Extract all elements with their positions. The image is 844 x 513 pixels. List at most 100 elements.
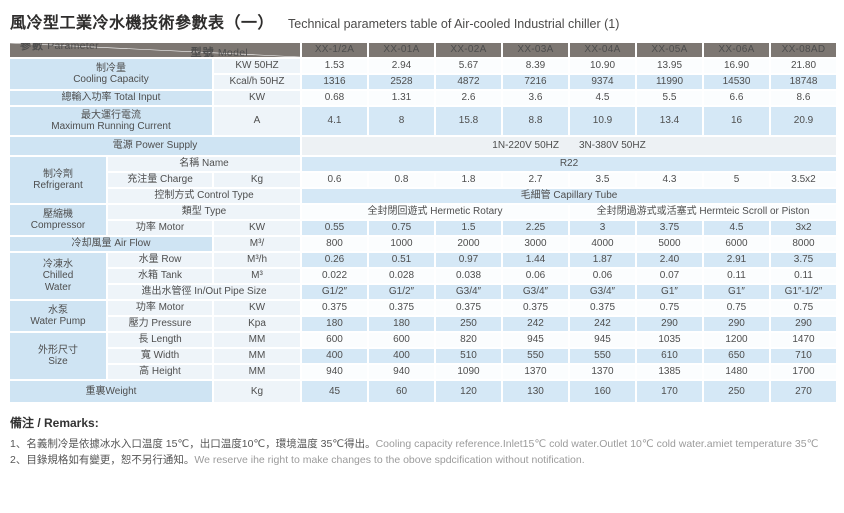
value-cell: 0.375 [501, 299, 570, 317]
value-cell: 550 [501, 347, 570, 365]
value-cell: 13.4 [635, 105, 704, 137]
unit-cell: KW [212, 299, 302, 317]
value-cell: 3.75 [769, 251, 838, 269]
value-cell: 2.94 [367, 57, 436, 75]
value-cell: 2000 [434, 235, 503, 253]
value-cell: 3.6 [501, 89, 570, 107]
value-cell: 7216 [501, 73, 570, 91]
value-cell: 1000 [367, 235, 436, 253]
sub-label-cell: 寬 Width [106, 347, 214, 365]
value-cell: 250 [434, 315, 503, 333]
value-cell: 400 [300, 347, 369, 365]
value-cell: 1.87 [568, 251, 637, 269]
value-cell: 10.90 [568, 57, 637, 75]
sub-label-cell: 名稱 Name [106, 155, 302, 173]
value-cell: 4.1 [300, 105, 369, 137]
value-cell: 全封閉回遊式 Hermetic Rotary [300, 203, 570, 221]
value-cell: 6000 [702, 235, 771, 253]
table-row: 最大運行電流 Maximum Running Current A 4.1 8 15.8 8… [8, 105, 838, 137]
unit-cell: M³/ [212, 235, 302, 253]
value-cell: 0.022 [300, 267, 369, 285]
value-cell: 1370 [501, 363, 570, 381]
remark-item-2: 2、目錄規格如有變更，恕不另行通知。We reserve ihe right t… [10, 452, 834, 468]
table-row: 電源 Power Supply 1N-220V 50HZ 3N-380V 50HZ [8, 135, 838, 157]
value-cell: 0.028 [367, 267, 436, 285]
param-label-cell: 冷却風量 Air Flow [8, 235, 214, 253]
value-cell: 0.75 [702, 299, 771, 317]
value-cell: 9374 [568, 73, 637, 91]
param-label-cell: 冷凍水 Chilled Water [8, 251, 108, 301]
value-cell: 250 [702, 379, 771, 404]
model-header-cell: XX-08AD [769, 41, 838, 59]
value-cell: 130 [501, 379, 570, 404]
param-label-cell: 壓縮機 Compressor [8, 203, 108, 237]
value-cell: 160 [568, 379, 637, 404]
value-cell: 1480 [702, 363, 771, 381]
value-cell: 242 [501, 315, 570, 333]
value-cell: 550 [568, 347, 637, 365]
value-cell: 180 [300, 315, 369, 333]
value-cell: 0.375 [367, 299, 436, 317]
value-cell: 1.44 [501, 251, 570, 269]
value-cell: G1″ [635, 283, 704, 301]
model-header-cell: XX-03A [501, 41, 570, 59]
unit-cell: A [212, 105, 302, 137]
value-cell: 820 [434, 331, 503, 349]
table-row: 壓力 Pressure Kpa 180 180 250 242 242 290 290 290 [9, 315, 838, 333]
value-cell: 0.11 [769, 267, 838, 285]
value-cell: 1316 [300, 73, 369, 91]
table-row: 制冷劑 Refrigerant 名稱 Name R22 [8, 155, 838, 205]
value-cell: 0.6 [300, 171, 369, 189]
value-cell: 1385 [635, 363, 704, 381]
param-label-cell: 水泵 Water Pump [8, 299, 108, 333]
value-cell: 4872 [434, 73, 503, 91]
value-cell: 1.31 [367, 89, 436, 107]
sub-label-cell: 充注量 Charge [106, 171, 214, 189]
value-cell: 1.5 [434, 219, 503, 237]
value-cell: 170 [635, 379, 704, 404]
unit-cell: M³ [212, 267, 302, 285]
table-row: 進出水管徑 In/Out Pipe Size G1/2″ G1/2″ G3/4″ G3/… [9, 283, 838, 301]
value-cell: 0.68 [300, 89, 369, 107]
value-cell: 0.11 [702, 267, 771, 285]
value-cell: 6.6 [702, 89, 771, 107]
value-cell: 1.8 [434, 171, 503, 189]
value-cell: 270 [769, 379, 838, 404]
param-label-cell: 電源 Power Supply [8, 135, 302, 157]
value-cell: G3/4″ [568, 283, 637, 301]
sub-label-cell: 進出水管徑 In/Out Pipe Size [106, 283, 302, 301]
param-label-cell: 制冷劑 Refrigerant [8, 155, 108, 205]
value-cell: 8000 [769, 235, 838, 253]
parameter-axis-label: 參數 Parameter [20, 42, 99, 53]
table-row: 制冷量 Cooling Capacity KW 50HZ 1.53 2.94 5.67 8… [8, 57, 838, 91]
unit-cell: Kcal/h 50HZ [212, 73, 302, 91]
value-cell: 60 [367, 379, 436, 404]
value-cell: 毛細管 Capillary Tube [300, 187, 838, 205]
value-cell: 0.55 [300, 219, 369, 237]
sub-label-cell: 功率 Motor [106, 219, 214, 237]
sub-label-cell: 高 Height [106, 363, 214, 381]
value-cell: 0.07 [635, 267, 704, 285]
model-header-cell: XX-01A [367, 41, 436, 59]
value-cell: G3/4″ [501, 283, 570, 301]
value-cell: 10.9 [568, 105, 637, 137]
value-cell: 2.40 [635, 251, 704, 269]
value-cell: 1470 [769, 331, 838, 349]
value-cell: 1200 [702, 331, 771, 349]
unit-cell: MM [212, 363, 302, 381]
value-cell: 21.80 [769, 57, 838, 75]
table-row: 控制方式 Control Type 毛細管 Capillary Tube [9, 187, 838, 205]
title-english: Technical parameters table of Air-cooled… [288, 17, 620, 31]
value-cell: G1″-1/2″ [769, 283, 838, 301]
title-chinese: 風冷型工業冷水機技術參數表（一） [10, 15, 275, 32]
value-cell: 0.06 [568, 267, 637, 285]
value-cell: 3 [568, 219, 637, 237]
table-row: 總輸入功率 Total Input KW 0.68 1.31 2.6 3.6 4.5 5.5 6… [8, 89, 838, 107]
value-cell: 1700 [769, 363, 838, 381]
sub-label-cell: 功率 Motor [106, 299, 214, 317]
value-cell: 0.75 [367, 219, 436, 237]
value-cell: 4.5 [702, 219, 771, 237]
value-cell: 3000 [501, 235, 570, 253]
value-cell: 290 [635, 315, 704, 333]
value-cell: 8 [367, 105, 436, 137]
